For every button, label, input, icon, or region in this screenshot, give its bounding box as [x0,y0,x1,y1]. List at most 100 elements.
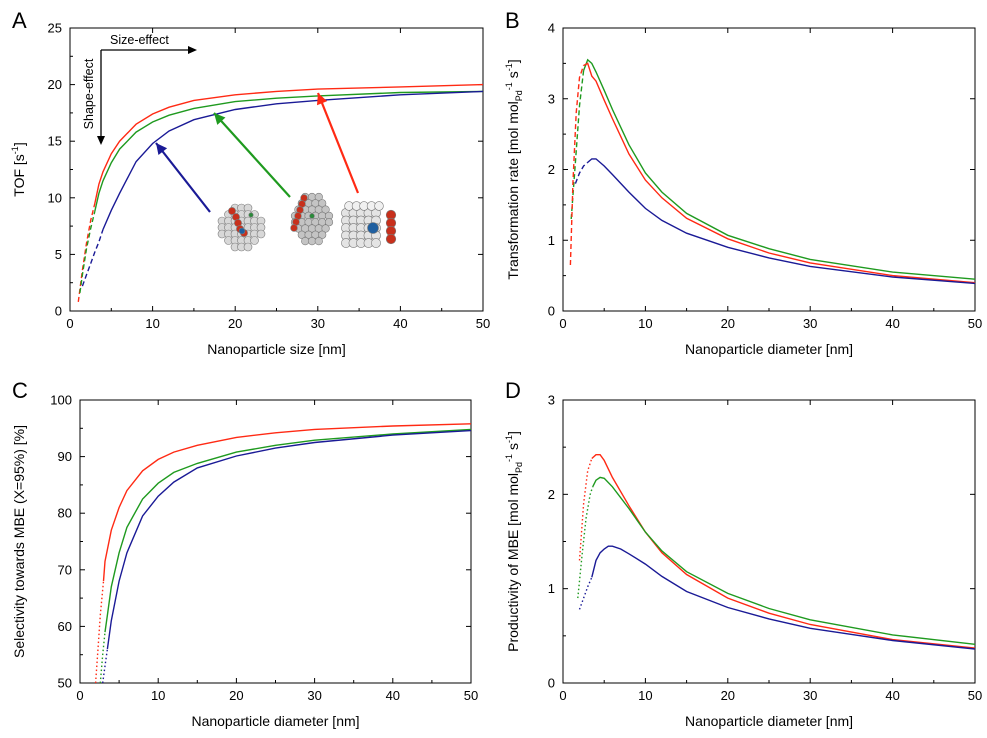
x-tick-label: 50 [464,688,478,703]
y-tick-label: 0 [55,304,62,319]
y-tick-label: 1 [548,233,555,248]
y-tick-label: 1 [548,581,555,596]
atom [324,218,334,227]
atom [228,207,236,215]
y-tick-label: 90 [58,449,72,464]
series-green-line [592,476,975,645]
x-tick-label: 40 [885,688,899,703]
y-axis-label: Productivity of MBE [mol molPd-1 s-1] [504,431,524,652]
atom [321,205,330,214]
series-blue-extrapolated-line [574,161,589,184]
octahedron-particle-icon [290,192,334,246]
y-tick-label: 0 [548,304,555,319]
series-red-line [94,83,483,204]
red-pointer-arrowhead [316,93,328,106]
y-axis-label-part: s [505,71,521,82]
series-red-extrapolated-line [578,458,593,561]
plot-frame [562,27,976,312]
series-blue-line [102,90,483,230]
y-tick-label: 2 [548,487,555,502]
atom [321,224,330,233]
y-axis-label-part: TOF [s [11,154,27,197]
size-effect-label: Size-effect [110,33,169,47]
green-pointer-arrowhead [214,113,226,125]
panel-letter: D [505,378,521,403]
y-axis-label-part: Productivity of MBE [mol mol [505,473,521,652]
y-tick-label: 5 [55,247,62,262]
atom [301,237,310,246]
chart-panel-d: D 0 10 20 30 40 50 0 1 2 3 Nanoparticle diameter [n… [504,378,982,729]
y-axis-label-superscript: -1 [504,435,514,443]
series-red-extrapolated-line [569,65,585,266]
series-blue-extrapolated-line [102,648,109,683]
x-tick-label: 50 [476,316,490,331]
size-effect-arrowhead [188,46,197,54]
shape-effect-arrowhead [97,136,105,145]
y-axis-label-superscript: -1 [504,63,514,71]
y-tick-label: 60 [58,619,72,634]
chart-panel-b: B 0 10 20 30 40 50 0 1 2 3 4 Nanoparticle diameter [… [504,8,982,357]
x-axis-label: Nanoparticle diameter [nm] [685,341,853,357]
x-tick-label: 20 [721,316,735,331]
panel-letter: C [12,378,28,403]
y-axis-label: Selectivity towards MBE (X=95%) [%] [11,425,27,658]
y-axis-label-superscript: -1 [10,146,20,154]
atom [250,236,259,245]
atom [318,230,327,239]
series-blue-line [591,545,975,650]
atom [256,229,266,239]
series-blue-line [587,158,975,285]
y-tick-label: 15 [48,134,62,149]
chart-panel-a: A 0 10 20 30 40 50 0 5 10 15 20 25 Nanoparticle size … [10,8,490,357]
y-axis-label-part: ] [505,431,521,435]
y-tick-label: 70 [58,562,72,577]
x-tick-label: 10 [151,688,165,703]
atom [243,242,253,252]
y-axis-label-part: Transformation rate [mol mol [505,101,521,279]
atom [238,227,246,235]
y-tick-label: 0 [548,676,555,691]
x-tick-label: 30 [803,688,817,703]
x-tick-label: 20 [721,688,735,703]
y-tick-label: 20 [48,77,62,92]
y-axis-label: TOF [s-1] [10,142,27,196]
x-tick-label: 0 [76,688,83,703]
green-pointer-arrow [213,112,291,198]
x-axis-label: Nanoparticle size [nm] [207,341,346,357]
y-axis-label-subscript: Pd [514,90,524,101]
x-tick-label: 10 [145,316,159,331]
x-tick-label: 10 [638,316,652,331]
x-tick-label: 30 [311,316,325,331]
atom [374,201,384,211]
atom [318,199,327,208]
x-tick-label: 40 [386,688,400,703]
y-tick-label: 3 [548,91,555,106]
atom [385,233,397,245]
series-blue-extrapolated-line [81,229,104,287]
x-tick-label: 0 [66,316,73,331]
x-tick-label: 40 [885,316,899,331]
blue-pointer-arrowhead [156,143,168,156]
chart-panel-c: C 0 10 20 30 40 50 50 60 70 80 90 100 Nanoparticle di… [11,378,478,729]
y-tick-label: 10 [48,190,62,205]
series-green-line [104,428,471,633]
red-pointer-arrow [316,92,360,194]
blue-pointer-arrow [155,142,211,213]
y-tick-label: 25 [48,21,62,36]
plot-frame [79,399,472,684]
x-axis-label: Nanoparticle diameter [nm] [191,713,359,729]
atom [290,224,298,232]
atom [371,238,381,248]
y-axis-label-part: ] [505,59,521,63]
x-tick-label: 40 [393,316,407,331]
x-tick-label: 10 [638,688,652,703]
cube-particle-icon [341,201,397,248]
series-red-line [591,454,975,649]
y-axis-label-part: s [505,443,521,454]
series-green-extrapolated-line [99,632,106,683]
y-axis-label-superscript: -1 [504,454,514,462]
x-axis-label: Nanoparticle diameter [nm] [685,713,853,729]
series-blue-extrapolated-line [578,577,593,610]
atom [314,192,323,202]
series-red-line [102,423,471,582]
